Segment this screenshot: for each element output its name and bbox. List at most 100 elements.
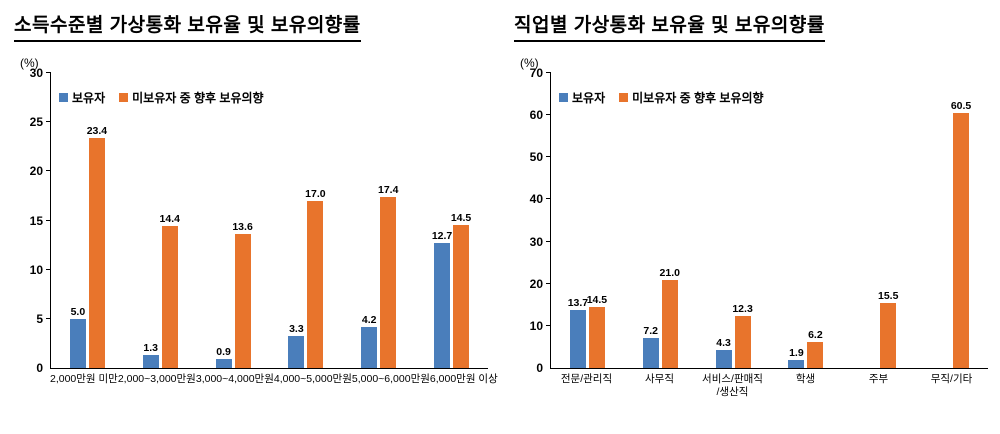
bar-group: 5.0 23.4 [51,73,124,368]
bar [642,337,659,368]
x-category-label: 학생 [769,373,842,399]
bar-column: 4.2 [361,73,378,368]
x-category-label: 6,000만원 이상 [430,373,498,386]
bar [453,225,470,368]
bar [380,196,397,368]
y-tick-label: 60 [529,108,543,123]
bar [434,243,451,368]
bar-column: 17.0 [305,73,326,368]
bar-group: 13.7 14.5 [551,73,624,368]
bar-column: 4.3 [715,73,732,368]
y-tick-mark [546,114,551,116]
bar-group: 1.3 14.4 [124,73,197,368]
bar [807,341,824,368]
bar-value-label: 17.0 [305,187,326,200]
x-category-label: 4,000~5,000만원 [274,373,352,386]
bar-value-label: 60.5 [950,100,972,113]
bar-group: 15.5 [842,73,915,368]
y-tick-mark [46,72,51,73]
chart-title-income: 소득수준별 가상통화 보유율 및 보유의향률 [14,10,361,42]
x-category-label: 사무직 [623,373,696,399]
bar-group: 4.3 12.3 [697,73,770,368]
x-category-label-line: 4,000~5,000만원 [273,373,352,385]
bar [215,359,232,368]
x-category-label-line: 전문/관리직 [560,373,613,385]
bar-column: 23.4 [87,73,107,368]
x-category-label: 3,000~4,000만원 [196,373,274,386]
y-tick-label: 5 [36,311,43,326]
legend-swatch [559,93,568,102]
bar-column: 21.0 [660,73,680,368]
y-tick-mark [46,219,51,221]
x-category-label-line: 주부 [868,373,889,385]
bar-column: 13.6 [232,73,253,368]
legend-item: 보유자 [559,89,605,106]
y-tick-mark [46,268,51,270]
bar-column: 7.2 [642,73,659,368]
bar-value-label: 4.3 [716,336,731,349]
bar-column: 14.5 [450,73,472,368]
y-tick-label: 70 [529,66,543,80]
bar-group: 7.2 21.0 [624,73,697,368]
bar-group: 0.9 13.6 [197,73,270,368]
y-tick-label: 0 [36,361,43,375]
bar-value-label: 1.9 [789,347,804,359]
x-category-label: 무직/기타 [915,373,988,399]
y-tick-label: 30 [29,66,43,80]
x-category-label: 주부 [842,373,915,399]
bar [953,113,970,368]
y-tick-label: 20 [529,276,543,291]
legend-label: 미보유자 중 향후 보유의향 [132,91,264,105]
bar-group: 4.2 17.4 [342,73,415,368]
bar-group: 12.7 14.5 [415,73,488,368]
bar [161,226,178,368]
y-tick-mark [546,282,551,284]
x-category-label-line: 서비스/판매직 [702,373,763,385]
bar-group: 3.3 17.0 [269,73,342,368]
legend: 보유자 미보유자 중 향후 보유의향 [559,89,764,106]
bar [734,316,751,368]
bar [569,310,586,368]
bar-value-label: 12.3 [732,303,753,316]
bar [661,279,678,368]
y-tick-mark [546,72,551,73]
x-axis-labels: 전문/관리직 사무직 서비스/판매직/생산직 학생 주부 무직/기타 [550,373,988,399]
x-category-label-line: 2,000~3,000만원 [117,373,196,385]
bar-column: 14.4 [159,73,180,368]
legend: 보유자 미보유자 중 향후 보유의향 [59,89,264,106]
y-tick-mark [546,198,551,200]
chart-panel-occupation: 직업별 가상통화 보유율 및 보유의향률 (%) 0 10 20 30 40 50 60 70… [500,0,1000,434]
bar-value-label: 14.4 [159,213,180,226]
x-category-label: 2,000~3,000만원 [118,373,196,386]
bar [288,335,305,368]
y-tick-label: 50 [529,150,543,165]
bar-column: 5.0 [69,73,86,368]
bar-column: 14.5 [587,73,607,368]
y-tick-mark [546,156,551,158]
bar-column: 17.4 [378,73,398,368]
bar-column [934,73,951,368]
bar [715,349,732,368]
bar-value-label: 14.5 [450,212,472,225]
plot-area: 0 10 20 30 40 50 60 70 보유자 미보유자 중 향후 보유의향 13.7 14.5… [530,66,988,375]
legend-swatch [619,93,629,102]
x-category-label: 전문/관리직 [550,373,623,399]
x-category-label-line: 사무직 [645,373,674,385]
bar-group: 60.5 [915,73,988,368]
x-category-label-line: 6,000만원 이상 [429,373,498,385]
y-tick-mark [546,324,551,326]
bar [788,360,805,368]
bar-column: 1.9 [788,73,805,368]
bar-chart-income: (%) 0 5 10 15 20 25 30 보유자 미보유자 중 향후 보유의향 5.0 23.4… [14,56,498,386]
y-tick-label: 25 [29,115,43,130]
y-tick-label: 0 [536,361,543,375]
bar-value-label: 6.2 [808,328,823,341]
y-tick-mark [46,317,51,319]
bar-chart-occupation: (%) 0 10 20 30 40 50 60 70 보유자 미보유자 중 향후 보유의향 13.7… [514,56,988,399]
bar [361,326,378,368]
bar-column: 15.5 [878,73,898,368]
bar-value-label: 0.9 [216,346,231,359]
x-category-label: 2,000만원 미만 [50,373,118,386]
y-tick-label: 30 [529,234,543,249]
bar [880,302,897,368]
